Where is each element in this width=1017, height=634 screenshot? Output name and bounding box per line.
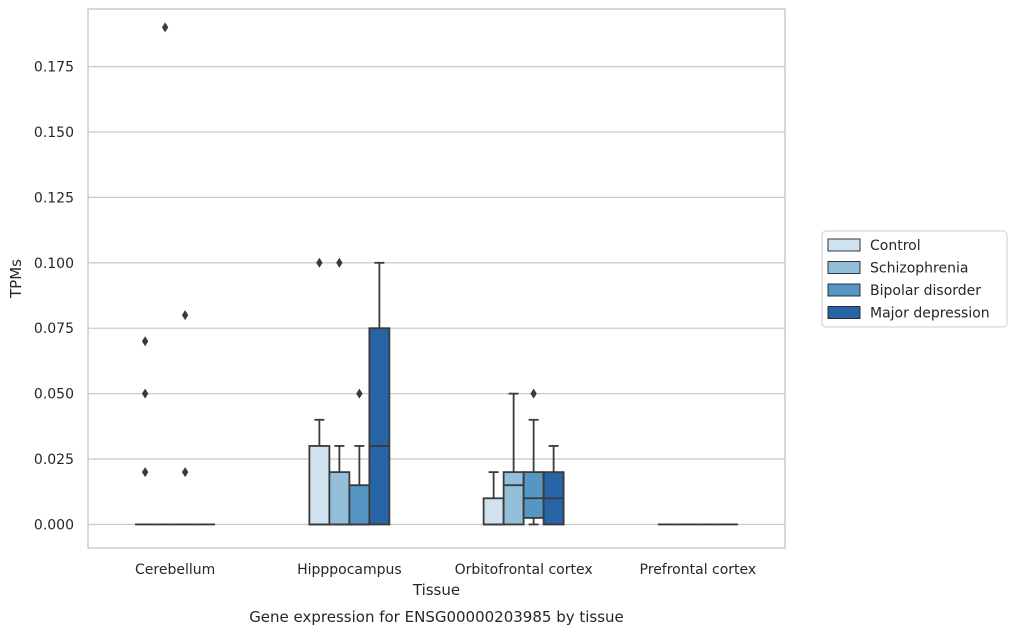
- outlier-point: [161, 22, 169, 33]
- box-body: [502, 471, 525, 526]
- outlier-point: [141, 388, 149, 399]
- boxes: [135, 22, 738, 526]
- box-hipppocampus-control: [308, 257, 331, 526]
- legend-label: Schizophrenia: [870, 261, 968, 277]
- outlier-point: [530, 388, 537, 399]
- outlier-point: [356, 388, 363, 399]
- box-body: [368, 327, 391, 526]
- x-axis-label: Tissue: [412, 581, 460, 599]
- x-tick-label: Orbitofrontal cortex: [455, 562, 593, 578]
- box-cerebellum-control: [135, 336, 156, 526]
- legend-label: Control: [870, 238, 921, 254]
- legend-label: Bipolar disorder: [870, 283, 981, 299]
- box-orbitofrontal-cortex-major-depression: [542, 445, 565, 526]
- outlier-point: [336, 257, 343, 268]
- outlier-point: [181, 310, 189, 321]
- grid: [88, 65, 785, 526]
- y-tick-label: 0.150: [34, 125, 74, 141]
- y-tick-label: 0.050: [34, 387, 74, 403]
- legend-item: Bipolar disorder: [827, 283, 981, 299]
- legend-swatch: [827, 283, 861, 297]
- outlier-point: [141, 467, 149, 478]
- y-tick-label: 0.000: [34, 517, 74, 533]
- y-tick-label: 0.025: [34, 452, 74, 468]
- chart-title: Gene expression for ENSG00000203985 by t…: [249, 608, 624, 626]
- box-body: [522, 471, 545, 519]
- outlier-point: [141, 336, 149, 347]
- y-tick-label: 0.100: [34, 256, 74, 272]
- box-cerebellum-schizophrenia: [155, 22, 176, 526]
- y-tick-label: 0.125: [34, 190, 74, 206]
- box-orbitofrontal-cortex-bipolar-disorder: [522, 388, 545, 526]
- box-orbitofrontal-cortex-control: [482, 471, 505, 526]
- legend-swatch: [827, 261, 861, 274]
- x-tick-label: Hipppocampus: [297, 562, 402, 578]
- outlier-point: [181, 467, 189, 478]
- legend-swatch: [827, 306, 861, 319]
- box-body: [328, 471, 351, 526]
- y-tick-label: 0.175: [34, 60, 74, 76]
- x-tick-label: Prefrontal cortex: [640, 562, 757, 578]
- box-body: [308, 445, 331, 526]
- y-axis-label: TPMs: [7, 259, 25, 299]
- box-hipppocampus-major-depression: [368, 261, 391, 526]
- legend-item: Schizophrenia: [827, 261, 968, 277]
- box-body: [348, 484, 371, 526]
- box-hipppocampus-bipolar-disorder: [348, 388, 371, 526]
- legend-item: Control: [827, 238, 921, 254]
- legend-swatch: [827, 238, 861, 252]
- legend-item: Major depression: [827, 306, 990, 322]
- legend: Control Schizophrenia Bipolar disorder Majo…: [821, 230, 1008, 328]
- plot-area-frame: [87, 8, 786, 549]
- legend-label: Major depression: [870, 306, 990, 322]
- box-body: [482, 497, 505, 526]
- y-tick-label: 0.075: [34, 321, 74, 337]
- outlier-point: [316, 257, 323, 268]
- box-orbitofrontal-cortex-schizophrenia: [502, 392, 525, 526]
- x-tick-labels: Cerebellum Hipppocampus Orbitofrontal cort…: [135, 562, 756, 578]
- y-tick-labels: 0.000 0.025 0.050 0.075 0.100 0.125 0.150 0.175: [34, 60, 74, 534]
- legend-frame: [821, 230, 1008, 328]
- box-hipppocampus-schizophrenia: [328, 257, 351, 526]
- x-tick-label: Cerebellum: [135, 562, 215, 578]
- box-cerebellum-bipolar-disorder: [175, 310, 196, 526]
